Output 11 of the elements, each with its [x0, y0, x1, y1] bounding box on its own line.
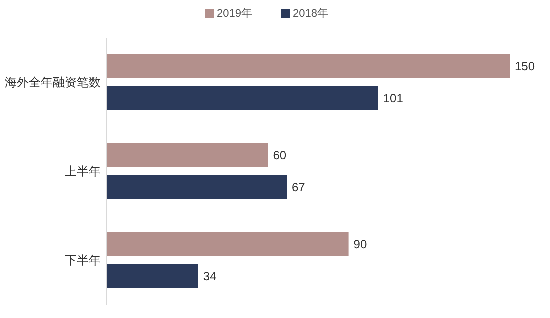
data-label: 101 — [383, 92, 404, 106]
data-label: 34 — [203, 270, 218, 284]
data-label: 67 — [292, 180, 306, 194]
y-tick-label: 海外全年融资笔数 — [5, 76, 101, 90]
data-label: 90 — [354, 238, 368, 252]
data-label: 60 — [273, 148, 287, 162]
legend-label: 2018年 — [293, 8, 328, 20]
y-tick-label: 下半年 — [65, 254, 101, 268]
legend-label: 2019年 — [217, 8, 252, 20]
y-tick-label: 上半年 — [65, 164, 101, 178]
data-label: 150 — [515, 60, 536, 74]
